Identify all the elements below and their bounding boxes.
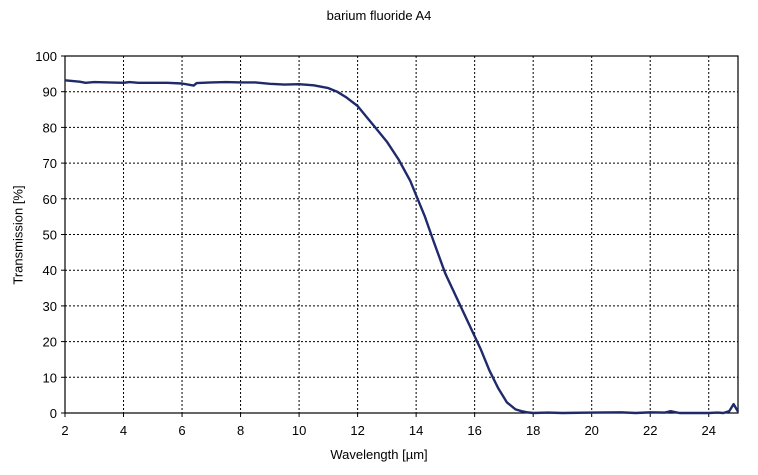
y-tick-label: 10 <box>43 370 57 385</box>
x-tick-label: 14 <box>409 423 423 438</box>
x-tick-label: 16 <box>467 423 481 438</box>
y-tick-label: 40 <box>43 263 57 278</box>
y-tick-label: 80 <box>43 120 57 135</box>
grid-lines <box>65 56 738 413</box>
x-tick-label: 4 <box>120 423 127 438</box>
x-tick-label: 10 <box>292 423 306 438</box>
y-tick-label: 30 <box>43 299 57 314</box>
y-tick-label: 20 <box>43 335 57 350</box>
transmission-curve <box>64 79 740 415</box>
y-tick-label: 50 <box>43 228 57 243</box>
x-axis-label: Wavelength [µm] <box>330 447 428 462</box>
y-tick-label: 90 <box>43 85 57 100</box>
chart-title: barium fluoride A4 <box>326 8 432 23</box>
x-tick-label: 22 <box>643 423 657 438</box>
x-tick-label: 20 <box>584 423 598 438</box>
x-tick-label: 6 <box>178 423 185 438</box>
x-tick-label: 18 <box>526 423 540 438</box>
x-tick-label: 24 <box>702 423 716 438</box>
y-tick-label: 70 <box>43 156 57 171</box>
y-tick-label: 0 <box>50 406 57 421</box>
x-tick-label: 12 <box>350 423 364 438</box>
tick-labels: 2 4 6 8 10 12 14 16 18 20 22 2401020304050607080901… <box>35 49 716 438</box>
y-axis-label: Transmission [%] <box>10 185 26 285</box>
x-tick-label: 8 <box>237 423 244 438</box>
x-tick-label: 2 <box>61 423 68 438</box>
y-tick-label: 60 <box>43 192 57 207</box>
y-tick-label: 100 <box>35 49 57 64</box>
